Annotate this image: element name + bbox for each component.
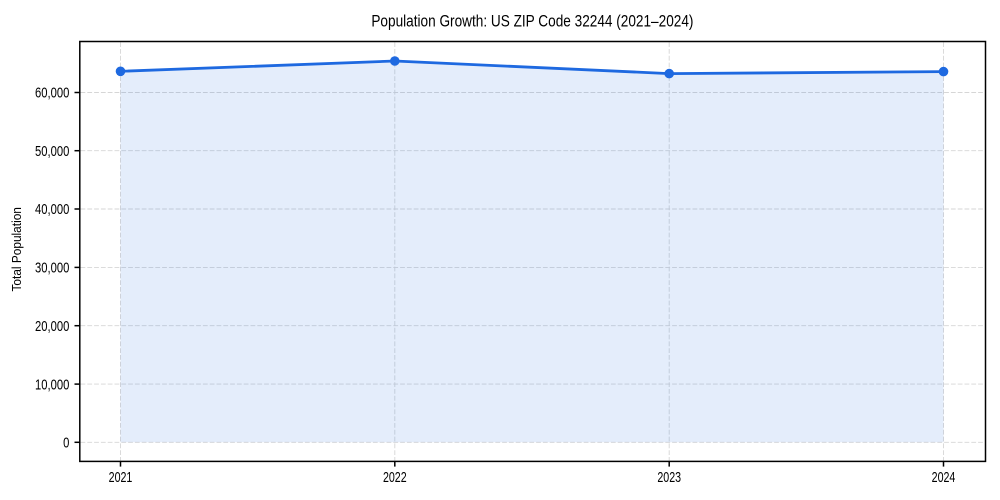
svg-text:40,000: 40,000: [35, 201, 69, 218]
svg-text:2024: 2024: [932, 468, 956, 485]
svg-text:2023: 2023: [657, 468, 681, 485]
svg-text:50,000: 50,000: [35, 143, 69, 160]
svg-text:2021: 2021: [109, 468, 133, 485]
svg-text:60,000: 60,000: [35, 84, 69, 101]
svg-text:2022: 2022: [383, 468, 407, 485]
svg-text:20,000: 20,000: [35, 318, 69, 335]
svg-text:30,000: 30,000: [35, 259, 69, 276]
svg-text:10,000: 10,000: [35, 376, 69, 393]
svg-text:Total Population: Total Population: [10, 207, 25, 292]
svg-text:Population Growth: US ZIP Code: Population Growth: US ZIP Code 32244 (20…: [371, 13, 693, 31]
svg-text:0: 0: [63, 434, 69, 451]
